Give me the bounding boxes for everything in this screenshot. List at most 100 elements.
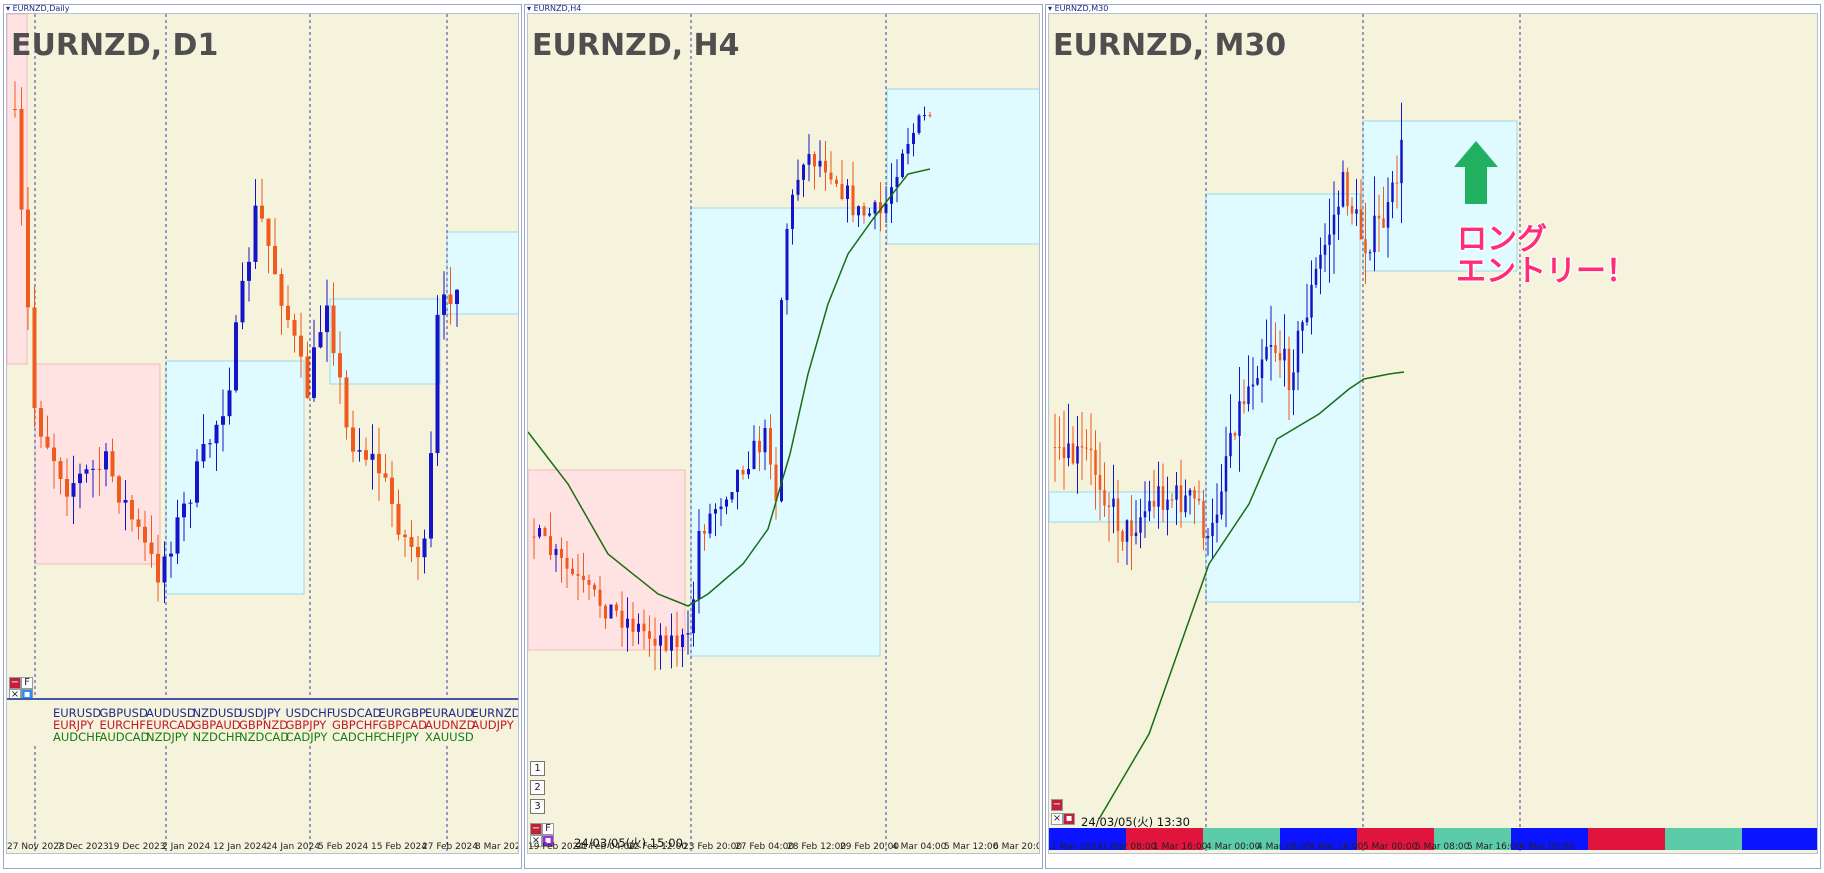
symbol-link[interactable]: AUDNZD bbox=[425, 718, 476, 732]
close-icon[interactable]: × bbox=[530, 835, 542, 847]
symbol-link[interactable]: EURCAD bbox=[146, 718, 194, 732]
chart-tab-label: ▾ EURNZD,Daily bbox=[6, 4, 70, 13]
symbol-link[interactable]: AUDUSD bbox=[146, 706, 196, 720]
candle-body bbox=[201, 444, 206, 462]
chart-window-d1[interactable]: ▾ EURNZD,Daily EURNZD, D1 − F × ▪ EURUSD… bbox=[3, 4, 522, 869]
candle-body bbox=[1062, 447, 1066, 459]
candle-body bbox=[117, 476, 121, 503]
time-axis-label: 29 Feb 20:00 bbox=[840, 842, 900, 852]
time-axis-label: 21 Feb 04:00 bbox=[576, 842, 636, 852]
close-icon[interactable]: × bbox=[1051, 813, 1063, 825]
candle-body bbox=[741, 469, 745, 475]
price-chart[interactable]: EURNZD, H4 1 2 3 − F × ▪ 24/03/05(火) 15:… bbox=[527, 13, 1040, 854]
candlestick-plot[interactable] bbox=[528, 14, 1040, 854]
chart-title: EURNZD, H4 bbox=[532, 28, 740, 63]
zone-box bbox=[7, 14, 28, 365]
candle-body bbox=[659, 635, 662, 646]
candle-body bbox=[1283, 348, 1286, 361]
symbol-link[interactable]: AUDCAD bbox=[99, 730, 150, 744]
collapse-icon[interactable]: ▾ bbox=[1048, 4, 1053, 13]
symbol-link[interactable]: EURNZD bbox=[471, 706, 519, 720]
symbol-link[interactable]: GBPJPY bbox=[285, 718, 327, 732]
candle-body bbox=[1301, 322, 1304, 331]
chart-window-h4[interactable]: ▾ EURNZD,H4 EURNZD, H4 1 2 3 − F × ▪ 24/… bbox=[524, 4, 1043, 869]
candle-body bbox=[1058, 447, 1061, 449]
price-chart[interactable]: EURNZD, D1 − F × ▪ EURUSD GBPUSD AUDUSD NZD… bbox=[6, 13, 519, 854]
candle-body bbox=[1094, 450, 1097, 475]
chart-window-m30[interactable]: ▾ EURNZD,M30 EURNZD, M30 ロング エントリー！ − × … bbox=[1045, 4, 1821, 869]
candle-body bbox=[1193, 490, 1196, 499]
candle-body bbox=[1310, 284, 1313, 318]
candle-body bbox=[642, 623, 646, 632]
candle-body bbox=[45, 436, 50, 448]
symbol-link[interactable]: NZDCAD bbox=[239, 730, 290, 744]
candle-body bbox=[1224, 456, 1228, 492]
symbol-link[interactable]: USDJPY bbox=[239, 706, 281, 720]
symbol-link[interactable]: EURCHF bbox=[99, 718, 146, 732]
symbol-link[interactable]: EURAUD bbox=[425, 706, 474, 720]
candle-body bbox=[221, 416, 225, 425]
symbol-link[interactable]: USDCAD bbox=[332, 706, 382, 720]
strength-segment bbox=[1126, 828, 1203, 850]
strength-segment bbox=[1280, 828, 1357, 850]
candle-body bbox=[1152, 500, 1156, 507]
candle-body bbox=[162, 556, 167, 583]
time-axis-label: 24 Jan 2024 bbox=[266, 842, 320, 852]
candle-body bbox=[1323, 244, 1327, 255]
chart-title: EURNZD, D1 bbox=[11, 28, 219, 63]
time-axis-label: 5 Mar 00:00 bbox=[1363, 842, 1418, 852]
candle-body bbox=[571, 568, 574, 575]
candle-body bbox=[1359, 209, 1363, 240]
symbol-link[interactable]: USDCHF bbox=[285, 706, 334, 720]
annotation-text: ロング エントリー！ bbox=[1455, 222, 1637, 289]
symbol-link[interactable]: XAUUSD bbox=[425, 730, 474, 744]
strength-segment bbox=[1049, 828, 1126, 850]
symbol-link[interactable]: GBPUSD bbox=[99, 706, 148, 720]
up-arrow-shaft bbox=[1465, 166, 1487, 204]
time-axis-label: 7 Dec 2023 bbox=[57, 842, 109, 852]
candle-body bbox=[260, 205, 264, 219]
candle-body bbox=[1206, 536, 1210, 539]
symbol-link[interactable]: GBPCAD bbox=[378, 718, 428, 732]
symbol-link[interactable]: EURGBP bbox=[378, 706, 426, 720]
symbol-link[interactable]: AUDCHF bbox=[53, 730, 102, 744]
candle-body bbox=[1157, 486, 1160, 507]
candlestick-plot[interactable] bbox=[1049, 14, 1818, 854]
minimize-icon[interactable]: − bbox=[9, 677, 21, 689]
collapse-icon[interactable]: ▾ bbox=[527, 4, 532, 13]
price-chart[interactable]: EURNZD, M30 ロング エントリー！ − × ▪ 24/03/05(火)… bbox=[1048, 13, 1818, 854]
candle-body bbox=[1377, 215, 1381, 219]
candle-body bbox=[279, 274, 284, 306]
symbol-link[interactable]: GBPNZD bbox=[239, 718, 289, 732]
color-icon[interactable]: ▪ bbox=[1063, 813, 1075, 825]
candle-body bbox=[78, 473, 82, 484]
f-button[interactable]: F bbox=[542, 823, 554, 835]
symbol-link[interactable]: CADJPY bbox=[285, 730, 328, 744]
symbol-link[interactable]: GBPCHF bbox=[332, 718, 380, 732]
candle-body bbox=[543, 528, 547, 537]
f-button[interactable]: F bbox=[21, 677, 33, 689]
symbol-link[interactable]: GBPAUD bbox=[192, 718, 241, 732]
symbol-link[interactable]: CHFJPY bbox=[378, 730, 419, 744]
candlestick-plot[interactable] bbox=[7, 14, 519, 854]
candle-body bbox=[130, 500, 134, 520]
symbol-link[interactable]: EURJPY bbox=[53, 718, 94, 732]
candle-body bbox=[422, 538, 427, 558]
candle-body bbox=[802, 164, 805, 180]
timeframe-button-2[interactable]: 2 bbox=[530, 780, 545, 795]
symbol-panel: EURUSD GBPUSD AUDUSD NZDUSD USDJPY USDCHF USDC… bbox=[7, 698, 518, 744]
minimize-icon[interactable]: − bbox=[530, 823, 542, 835]
symbol-link[interactable]: AUDJPY bbox=[471, 718, 514, 732]
candle-body bbox=[247, 261, 251, 281]
timeframe-button-1[interactable]: 1 bbox=[530, 761, 545, 776]
timeframe-button-3[interactable]: 3 bbox=[530, 799, 545, 814]
color-icon[interactable]: ▪ bbox=[542, 835, 554, 847]
minimize-icon[interactable]: − bbox=[1051, 799, 1063, 811]
symbol-link[interactable]: CADCHF bbox=[332, 730, 381, 744]
symbol-link[interactable]: EURUSD bbox=[53, 706, 102, 720]
symbol-link[interactable]: NZDCHF bbox=[192, 730, 242, 744]
collapse-icon[interactable]: ▾ bbox=[6, 4, 11, 13]
symbol-link[interactable]: NZDUSD bbox=[192, 706, 243, 720]
candle-body bbox=[299, 335, 303, 357]
symbol-link[interactable]: NZDJPY bbox=[146, 730, 189, 744]
